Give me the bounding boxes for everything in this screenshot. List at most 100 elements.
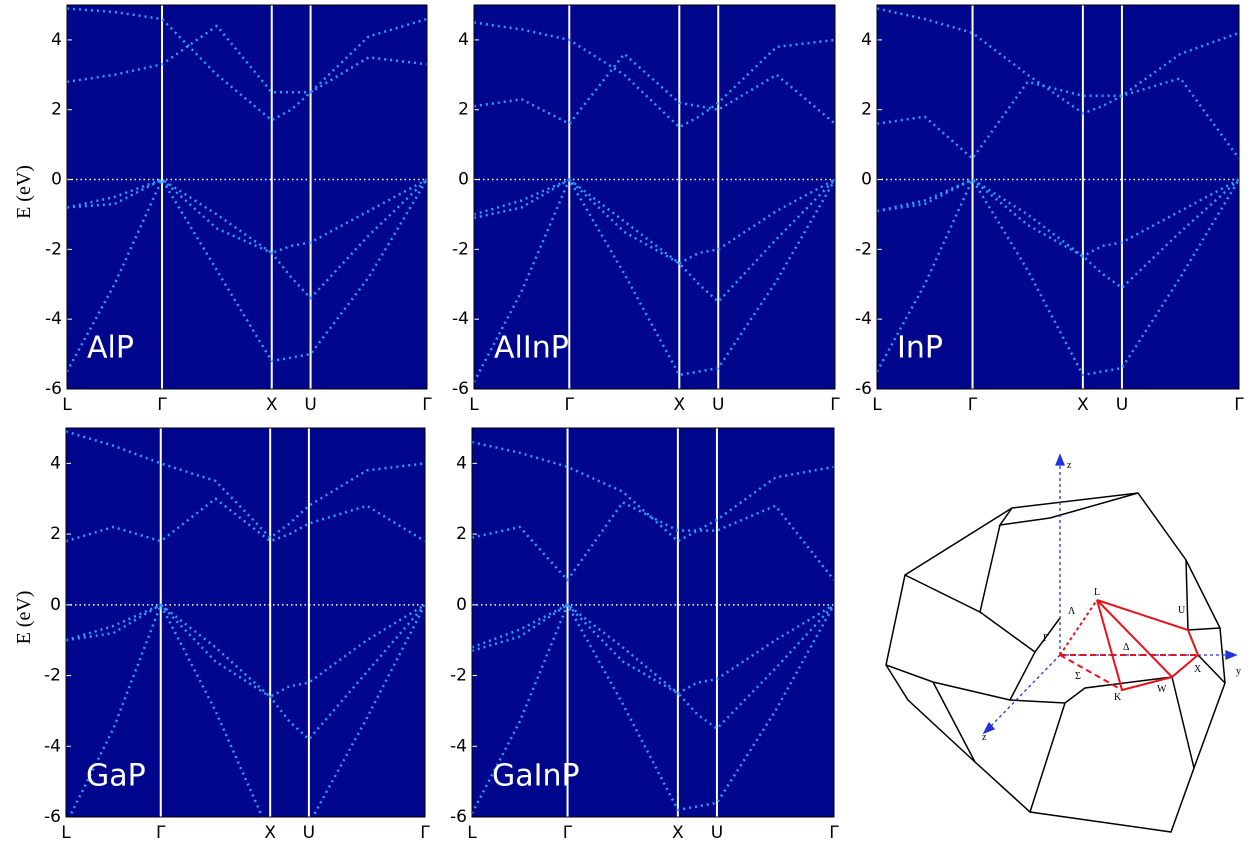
panel-label: InP — [897, 331, 943, 366]
bz-label: X — [1194, 664, 1202, 675]
panel-label: AlP — [87, 331, 134, 366]
band — [66, 603, 425, 741]
y-tick-label: 2 — [51, 100, 62, 120]
path-edges — [1096, 599, 1200, 692]
panel-label: GaP — [86, 759, 146, 794]
x-tick-label: Γ — [563, 823, 573, 843]
y-tick-label: -4 — [855, 309, 872, 329]
y-tick-label: -2 — [452, 239, 469, 259]
band — [68, 603, 425, 817]
x-tick-label: U — [1116, 395, 1128, 415]
bz-label: Δ — [1123, 642, 1130, 653]
arrow-head — [982, 721, 996, 735]
x-tick-label: L — [62, 395, 72, 415]
y-tick-label: 2 — [861, 100, 872, 120]
x-tick-label: U — [303, 823, 315, 843]
y-tick-label: -6 — [450, 807, 467, 827]
x-tick-label: Γ — [156, 823, 166, 843]
zone-edge — [904, 524, 1001, 614]
zone-edge — [885, 611, 1036, 701]
plot-area — [472, 428, 834, 817]
y-tick-label: -2 — [855, 239, 872, 259]
band — [67, 178, 427, 300]
y-tick-label: -6 — [44, 807, 61, 827]
y-tick-label: 4 — [456, 453, 467, 473]
plot-area — [67, 5, 427, 389]
x-tick-label: X — [673, 395, 685, 415]
brillouin-zone — [885, 453, 1238, 833]
plot-frame — [65, 427, 426, 818]
y-tick-label: -4 — [452, 309, 469, 329]
x-tick-label: L — [469, 395, 479, 415]
band — [877, 178, 1239, 377]
y-axis-label: E (eV) — [13, 591, 35, 645]
y-tick-label: 2 — [456, 524, 467, 544]
x-tick-label: Γ — [422, 395, 432, 415]
zone-edge — [1009, 559, 1199, 704]
x-tick-label: Γ — [830, 395, 840, 415]
band — [877, 7, 1239, 115]
arrow-head — [1055, 453, 1065, 466]
plot-area — [474, 5, 835, 389]
band — [66, 430, 425, 539]
y-tick-label: 2 — [50, 524, 61, 544]
bz-label: Γ — [1043, 633, 1049, 644]
band — [877, 178, 1239, 290]
plot-frame — [876, 4, 1240, 390]
x-tick-label: Γ — [420, 823, 430, 843]
bz-labels: z L Λ Γ Δ U Σ K W X y z — [982, 460, 1241, 743]
path-sigma — [1059, 654, 1123, 691]
plot-frame — [66, 4, 428, 390]
plot-frame — [473, 4, 836, 390]
zone-edge — [1171, 676, 1195, 769]
band — [877, 178, 1239, 258]
zone-edge — [1034, 617, 1061, 653]
bz-label: K — [1114, 692, 1122, 703]
y-tick-label: -6 — [452, 379, 469, 399]
y-tick-label: 4 — [50, 453, 61, 473]
y-tick-label: 2 — [458, 100, 469, 120]
x-tick-label: L — [872, 395, 882, 415]
x-tick-label: Γ — [968, 395, 978, 415]
panel: L Γ X U Γ -6 -4 -2 0 2 4 AlInP — [452, 4, 840, 415]
x-tick-label: Γ — [565, 395, 575, 415]
zone-edge — [1029, 702, 1066, 813]
x-tick-label: L — [61, 823, 71, 843]
y-tick-label: 0 — [456, 595, 467, 615]
bz-label: y — [1236, 666, 1241, 677]
y-tick-label: 0 — [458, 170, 469, 190]
x-tick-label: U — [712, 395, 724, 415]
band — [66, 603, 425, 699]
y-tick-label: -6 — [855, 379, 872, 399]
bz-label: W — [1157, 684, 1167, 695]
plot-area — [66, 428, 425, 817]
bz-label: Σ — [1075, 671, 1081, 682]
band — [472, 440, 834, 543]
bz-label: U — [1178, 605, 1186, 616]
panel: L Γ X U Γ -6 -4 -2 0 2 4 InP — [855, 4, 1244, 415]
zone-edge — [932, 681, 976, 763]
panel: L Γ X U Γ -6 -4 -2 0 2 4 GaInP — [450, 427, 839, 843]
y-tick-label: 4 — [51, 30, 62, 50]
band — [472, 501, 834, 582]
y-axis-label: E (eV) — [13, 165, 35, 219]
bz-label: z — [1067, 460, 1072, 471]
y-tick-label: 4 — [458, 30, 469, 50]
y-tick-label: -2 — [45, 239, 62, 259]
zone-outline — [885, 492, 1226, 833]
x-tick-label: Γ — [157, 395, 167, 415]
panel: L Γ X U Γ -6 -4 -2 0 2 4 GaP E (eV) — [13, 427, 430, 843]
band — [474, 178, 835, 265]
y-tick-label: -4 — [450, 736, 467, 756]
y-tick-label: 0 — [50, 595, 61, 615]
x-tick-label: U — [711, 823, 723, 843]
x-tick-label: U — [304, 395, 316, 415]
panel-label: AlInP — [494, 331, 569, 366]
band — [67, 178, 427, 373]
y-tick-label: 4 — [861, 30, 872, 50]
band — [472, 603, 834, 815]
y-tick-label: -2 — [44, 666, 61, 686]
bz-label: L — [1094, 587, 1100, 598]
axis-kx — [989, 654, 1061, 728]
